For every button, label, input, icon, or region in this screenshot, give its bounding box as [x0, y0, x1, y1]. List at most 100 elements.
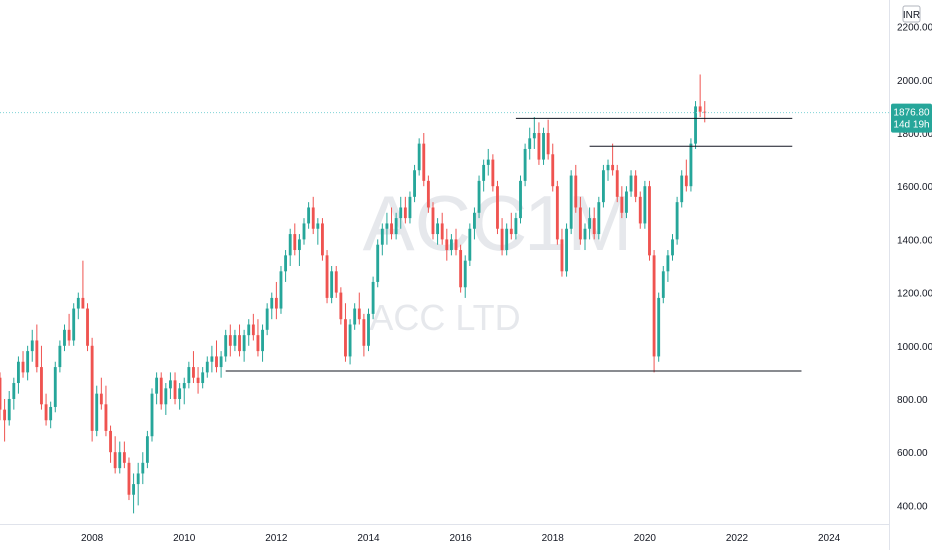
candle[interactable] — [569, 170, 573, 235]
candle[interactable] — [486, 148, 490, 176]
candle[interactable] — [578, 196, 582, 245]
candle[interactable] — [53, 361, 57, 413]
candle[interactable] — [551, 143, 555, 192]
candle[interactable] — [532, 117, 536, 149]
candle[interactable] — [422, 132, 426, 187]
candle[interactable] — [606, 159, 610, 181]
candle[interactable] — [109, 425, 112, 463]
candle[interactable] — [344, 303, 347, 362]
candle[interactable] — [546, 119, 550, 160]
candle[interactable] — [339, 287, 343, 325]
currency-badge[interactable] — [902, 5, 921, 23]
candle[interactable] — [657, 292, 661, 362]
candle[interactable] — [496, 180, 499, 235]
candle[interactable] — [376, 239, 380, 288]
candle[interactable] — [49, 401, 53, 429]
candle[interactable] — [251, 313, 255, 341]
candle[interactable] — [611, 143, 615, 176]
candle[interactable] — [615, 164, 619, 203]
candle[interactable] — [500, 218, 504, 256]
candle[interactable] — [426, 175, 430, 213]
candle[interactable] — [35, 324, 39, 373]
candle[interactable] — [16, 356, 20, 394]
candle[interactable] — [399, 196, 403, 229]
candle[interactable] — [173, 372, 177, 405]
candle[interactable] — [445, 228, 449, 261]
candle[interactable] — [196, 367, 200, 394]
candle[interactable] — [459, 244, 463, 293]
candle[interactable] — [491, 154, 495, 192]
candle[interactable] — [334, 265, 338, 298]
candle[interactable] — [192, 351, 195, 384]
candle[interactable] — [169, 372, 172, 399]
candle[interactable] — [357, 292, 361, 325]
candle[interactable] — [638, 191, 642, 229]
candle[interactable] — [187, 361, 191, 389]
candle[interactable] — [311, 196, 315, 235]
candle[interactable] — [95, 385, 99, 437]
candle[interactable] — [63, 324, 66, 352]
candle[interactable] — [12, 377, 16, 410]
candle[interactable] — [7, 391, 11, 426]
candle[interactable] — [122, 441, 126, 469]
candle[interactable] — [3, 398, 7, 442]
candle[interactable] — [118, 441, 122, 474]
candle[interactable] — [648, 180, 651, 261]
candle[interactable] — [104, 385, 108, 437]
candle[interactable] — [698, 74, 702, 118]
candle[interactable] — [463, 255, 467, 298]
candle[interactable] — [316, 218, 320, 245]
candle[interactable] — [505, 223, 509, 256]
candle[interactable] — [468, 223, 472, 266]
candle[interactable] — [675, 196, 679, 245]
candle[interactable] — [182, 377, 186, 405]
candle[interactable] — [224, 329, 228, 362]
candle[interactable] — [362, 313, 366, 357]
candle[interactable] — [555, 180, 559, 245]
candle[interactable] — [145, 430, 149, 469]
candle[interactable] — [394, 212, 398, 240]
candle[interactable] — [689, 138, 693, 192]
candle[interactable] — [150, 388, 154, 442]
candle[interactable] — [30, 329, 34, 362]
candle[interactable] — [205, 356, 209, 378]
candle[interactable] — [297, 234, 301, 266]
candle[interactable] — [210, 345, 214, 373]
candle[interactable] — [178, 383, 182, 410]
candle[interactable] — [228, 324, 232, 357]
candle[interactable] — [629, 170, 633, 197]
candle[interactable] — [482, 159, 486, 192]
candle[interactable] — [353, 303, 357, 330]
candle[interactable] — [680, 170, 684, 208]
candle[interactable] — [588, 207, 592, 240]
candle[interactable] — [141, 452, 145, 485]
candle[interactable] — [408, 191, 412, 224]
candle[interactable] — [247, 319, 251, 346]
candle[interactable] — [634, 170, 638, 203]
candle[interactable] — [233, 329, 237, 352]
candle[interactable] — [155, 372, 159, 405]
candle[interactable] — [371, 276, 375, 320]
candle[interactable] — [454, 228, 458, 256]
candle[interactable] — [284, 250, 288, 282]
candle[interactable] — [215, 340, 218, 373]
candle[interactable] — [132, 473, 136, 514]
candle[interactable] — [449, 234, 453, 256]
candle[interactable] — [302, 218, 306, 245]
candle[interactable] — [560, 228, 564, 277]
candle[interactable] — [348, 319, 352, 365]
candle[interactable] — [279, 265, 283, 314]
candle[interactable] — [40, 345, 43, 410]
candle[interactable] — [583, 223, 587, 251]
candle[interactable] — [565, 223, 568, 277]
candle[interactable] — [417, 138, 421, 176]
candle[interactable] — [519, 175, 522, 224]
candle[interactable] — [597, 196, 601, 240]
candle[interactable] — [477, 175, 481, 219]
candle[interactable] — [625, 186, 628, 219]
candle[interactable] — [274, 281, 278, 320]
candle[interactable] — [473, 207, 476, 240]
candle[interactable] — [58, 340, 62, 373]
candle[interactable] — [592, 207, 596, 240]
